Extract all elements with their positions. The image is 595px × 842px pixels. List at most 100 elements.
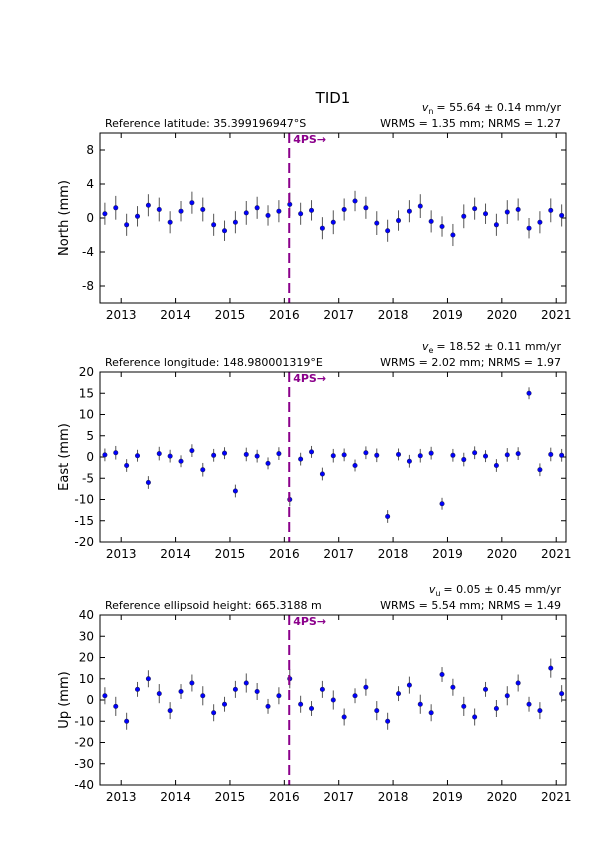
x-tick-label: 2016 bbox=[269, 790, 300, 804]
data-point bbox=[341, 207, 347, 213]
data-point bbox=[472, 206, 478, 212]
data-point bbox=[385, 228, 391, 234]
data-point bbox=[504, 452, 510, 458]
data-point bbox=[124, 462, 130, 468]
x-tick-label: 2014 bbox=[160, 547, 191, 561]
velocity-text: vu = 0.05 ± 0.45 mm/yr bbox=[429, 583, 562, 598]
velocity-subscript: n bbox=[428, 107, 433, 116]
data-point bbox=[363, 205, 369, 211]
data-point bbox=[265, 703, 271, 709]
data-point bbox=[156, 691, 162, 697]
data-point bbox=[406, 682, 412, 688]
data-point bbox=[504, 693, 510, 699]
x-tick-label: 2021 bbox=[541, 790, 572, 804]
data-point bbox=[222, 701, 228, 707]
data-point bbox=[352, 198, 358, 204]
data-point bbox=[276, 693, 282, 699]
data-point bbox=[548, 207, 554, 213]
data-point bbox=[178, 458, 184, 464]
x-tick-label: 2014 bbox=[160, 308, 191, 322]
data-point bbox=[493, 222, 499, 228]
data-point bbox=[483, 686, 489, 692]
y-axis-label: Up (mm) bbox=[57, 671, 72, 728]
data-point bbox=[309, 705, 315, 711]
data-point bbox=[559, 691, 565, 697]
y-tick-label: 10 bbox=[79, 408, 94, 422]
data-point bbox=[113, 205, 119, 211]
x-tick-label: 2019 bbox=[432, 790, 463, 804]
data-point bbox=[559, 452, 565, 458]
y-tick-label: 8 bbox=[86, 143, 94, 157]
data-point bbox=[319, 686, 325, 692]
data-point bbox=[417, 203, 423, 209]
data-point bbox=[102, 693, 108, 699]
y-tick-label: 4 bbox=[86, 177, 94, 191]
y-tick-label: -20 bbox=[74, 736, 94, 750]
velocity-subscript: u bbox=[435, 589, 440, 598]
data-point bbox=[124, 718, 130, 724]
x-tick-label: 2015 bbox=[215, 308, 246, 322]
data-point bbox=[232, 488, 238, 494]
data-point bbox=[156, 207, 162, 213]
data-point bbox=[113, 703, 119, 709]
data-point bbox=[396, 451, 402, 457]
y-tick-label: 0 bbox=[86, 693, 94, 707]
data-point bbox=[135, 453, 141, 459]
velocity-text: vn = 55.64 ± 0.14 mm/yr bbox=[422, 101, 562, 116]
data-point bbox=[363, 450, 369, 456]
data-point bbox=[548, 665, 554, 671]
x-tick-label: 2017 bbox=[323, 790, 354, 804]
data-point bbox=[319, 471, 325, 477]
velocity-subscript: e bbox=[429, 346, 434, 355]
data-point bbox=[265, 212, 271, 218]
data-point bbox=[145, 479, 151, 485]
data-point bbox=[352, 462, 358, 468]
figure-title: TID1 bbox=[315, 89, 351, 107]
data-point bbox=[374, 220, 380, 226]
data-point bbox=[396, 691, 402, 697]
y-tick-label: -30 bbox=[74, 757, 94, 771]
stats-text: WRMS = 2.02 mm; NRMS = 1.97 bbox=[380, 356, 561, 369]
x-tick-label: 2020 bbox=[487, 308, 518, 322]
data-point bbox=[200, 207, 206, 213]
event-label: 4PS→ bbox=[293, 372, 326, 385]
data-point bbox=[243, 210, 249, 216]
y-tick-label: 10 bbox=[79, 672, 94, 686]
x-tick-label: 2013 bbox=[106, 547, 137, 561]
y-tick-label: -5 bbox=[82, 471, 94, 485]
reference-text: Reference latitude: 35.399196947°S bbox=[105, 117, 306, 130]
y-axis-label: North (mm) bbox=[57, 180, 72, 256]
data-point bbox=[243, 680, 249, 686]
y-tick-label: 30 bbox=[79, 629, 94, 643]
data-point bbox=[461, 457, 467, 463]
data-point bbox=[200, 467, 206, 473]
axes-frame bbox=[99, 371, 567, 543]
velocity-symbol: v bbox=[422, 101, 429, 114]
data-point bbox=[135, 213, 141, 219]
data-point bbox=[515, 680, 521, 686]
y-tick-label: -8 bbox=[82, 279, 94, 293]
data-point bbox=[189, 200, 195, 206]
data-point bbox=[341, 714, 347, 720]
data-point bbox=[211, 222, 217, 228]
data-point bbox=[406, 458, 412, 464]
data-point bbox=[135, 686, 141, 692]
data-point bbox=[461, 213, 467, 219]
data-point bbox=[178, 688, 184, 694]
data-point bbox=[254, 453, 260, 459]
data-point bbox=[461, 703, 467, 709]
data-point bbox=[222, 228, 228, 234]
event-label: 4PS→ bbox=[293, 133, 326, 146]
data-point bbox=[537, 708, 543, 714]
data-point bbox=[526, 701, 532, 707]
x-tick-label: 2014 bbox=[160, 790, 191, 804]
y-tick-label: 0 bbox=[86, 450, 94, 464]
data-point bbox=[439, 501, 445, 507]
data-point bbox=[232, 219, 238, 225]
data-point bbox=[102, 452, 108, 458]
data-point bbox=[385, 718, 391, 724]
data-point bbox=[211, 710, 217, 716]
data-point bbox=[406, 208, 412, 214]
data-point bbox=[417, 453, 423, 459]
velocity-text: ve = 18.52 ± 0.11 mm/yr bbox=[422, 340, 561, 355]
